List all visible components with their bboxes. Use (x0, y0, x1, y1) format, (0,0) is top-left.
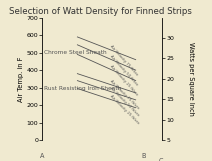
Y-axis label: Watts per Square Inch: Watts per Square Inch (188, 42, 194, 116)
Title: Selection of Watt Density for Finned Strips: Selection of Watt Density for Finned Str… (9, 7, 192, 16)
Text: Air Velocity 75 ft/sec: Air Velocity 75 ft/sec (109, 80, 140, 111)
Y-axis label: Air Temp. in F: Air Temp. in F (18, 56, 24, 102)
Text: Rust Resisting Iron Sheath: Rust Resisting Iron Sheath (44, 86, 121, 91)
Text: Air Velocity 25 ft/sec: Air Velocity 25 ft/sec (109, 64, 138, 96)
Text: Air Velocity 25 ft/sec: Air Velocity 25 ft/sec (109, 94, 140, 125)
Text: Air Velocity 50 ft/sec: Air Velocity 50 ft/sec (109, 87, 140, 118)
Text: Air Velocity 75 ft/sec: Air Velocity 75 ft/sec (109, 45, 138, 77)
Text: B: B (142, 153, 146, 159)
Text: A: A (40, 153, 45, 159)
Text: Chrome Steel Sheath: Chrome Steel Sheath (44, 50, 106, 55)
Text: C: C (159, 158, 163, 161)
Text: Air Velocity 50 ft/sec: Air Velocity 50 ft/sec (109, 54, 138, 86)
